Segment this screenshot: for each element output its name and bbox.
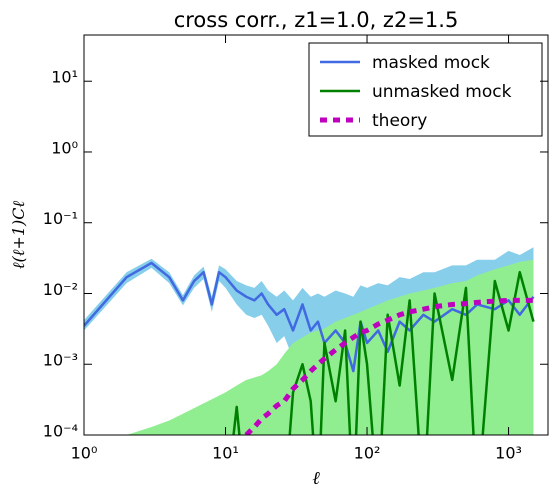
y-tick-label: 10⁻³ [43, 351, 78, 370]
error-band [126, 259, 534, 435]
plot-area [84, 247, 535, 435]
x-tick-label: 10² [354, 444, 381, 463]
y-tick-label: 10⁻² [43, 280, 78, 299]
legend-label: unmasked mock [372, 82, 512, 102]
series-line [232, 270, 535, 435]
axes-frame [83, 34, 549, 436]
series-line [84, 261, 535, 373]
y-tick-label: 10⁻¹ [43, 209, 78, 228]
y-axis-label: ℓ(ℓ+1)Cℓ [9, 201, 28, 270]
error-band [84, 247, 534, 393]
x-tick-label: 10³ [495, 444, 522, 463]
legend-label: theory [372, 111, 427, 131]
chart-title: cross corr., z1=1.0, z2=1.5 [174, 8, 459, 32]
legend-label: masked mock [372, 53, 490, 73]
legend: masked mock unmasked mock theory [308, 42, 543, 137]
y-tick-label: 10¹ [51, 68, 78, 87]
x-tick-label: 10¹ [212, 444, 239, 463]
y-tick-label: 10⁻⁴ [43, 422, 78, 441]
x-tick-label: 10⁰ [71, 444, 98, 463]
x-axis-label: ℓ [312, 468, 320, 489]
y-tick-label: 10⁰ [51, 138, 78, 157]
